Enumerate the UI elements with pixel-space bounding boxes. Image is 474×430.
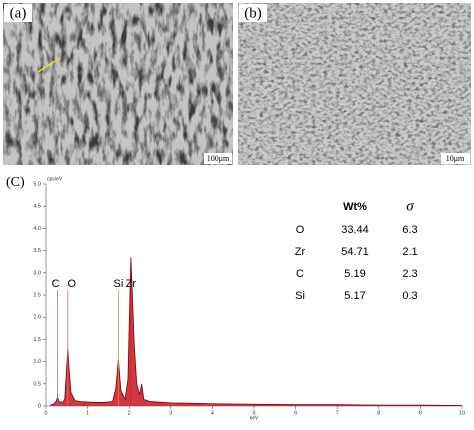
x-tick-label: 4 <box>211 410 214 416</box>
marker-arrow <box>37 57 61 73</box>
table-cell: 0.3 <box>402 290 417 302</box>
table-cell: 33.44 <box>341 224 369 236</box>
x-tick-label: 5 <box>252 410 255 416</box>
panel-label: (a) <box>10 5 27 21</box>
table-cell: 54.71 <box>341 246 369 258</box>
table-cell: 5.19 <box>344 268 365 280</box>
y-tick-label: 1.5 <box>33 337 41 343</box>
x-tick-label: 1 <box>86 410 89 416</box>
table-cell: C <box>296 268 304 280</box>
y-tick-label: 4.0 <box>33 226 41 232</box>
y-tick-label: 0 <box>38 403 41 409</box>
table-cell: 2.3 <box>402 268 417 280</box>
peak-label: C <box>52 278 60 290</box>
x-tick-label: 3 <box>169 410 172 416</box>
x-tick-label: 7 <box>336 410 339 416</box>
x-tick-label: 10 <box>459 410 465 416</box>
label-box <box>4 4 32 22</box>
x-tick-label: 8 <box>377 410 380 416</box>
y-tick-label: 3.5 <box>33 248 41 254</box>
sem-texture-b <box>238 3 471 165</box>
y-tick-label: 2.5 <box>33 292 41 298</box>
y-tick-label: 0.5 <box>33 381 41 387</box>
x-axis-label: keV <box>250 415 259 421</box>
y-tick-label: 4.5 <box>33 204 41 210</box>
scale-bar-label: 100μm <box>207 154 230 163</box>
peak-label: O <box>68 278 77 290</box>
y-tick-label: 3.0 <box>33 270 41 276</box>
table-cell: 6.3 <box>402 224 417 236</box>
spectrum-line <box>50 257 463 406</box>
y-tick-label: 1.0 <box>33 359 41 365</box>
panel-label: (b) <box>244 5 262 21</box>
table-cell: O <box>296 224 305 236</box>
peak-label: Si <box>113 278 123 290</box>
label-box <box>239 4 267 22</box>
peak-label: Zr <box>126 278 137 290</box>
x-tick-label: 6 <box>294 410 297 416</box>
table-cell: Zr <box>295 246 306 258</box>
table-header: σ <box>406 198 414 214</box>
x-tick-label: 9 <box>419 410 422 416</box>
table-header: Wt% <box>343 201 367 213</box>
y-axis-label: cps/eV <box>47 176 63 182</box>
spectrum-fill <box>50 257 462 406</box>
x-tick-label: 2 <box>128 410 131 416</box>
y-tick-label: 2.0 <box>33 315 41 321</box>
y-tick-label: 5.0 <box>33 181 41 187</box>
table-cell: 2.1 <box>402 246 417 258</box>
scale-bar-label: 10μm <box>446 154 465 163</box>
table-cell: Si <box>295 290 305 302</box>
x-tick-label: 0 <box>44 410 47 416</box>
scale-box <box>441 153 470 164</box>
scale-box <box>204 153 232 164</box>
sem-texture-a <box>3 3 233 165</box>
table-cell: 5.17 <box>344 290 365 302</box>
panel-label: (C) <box>6 175 25 190</box>
